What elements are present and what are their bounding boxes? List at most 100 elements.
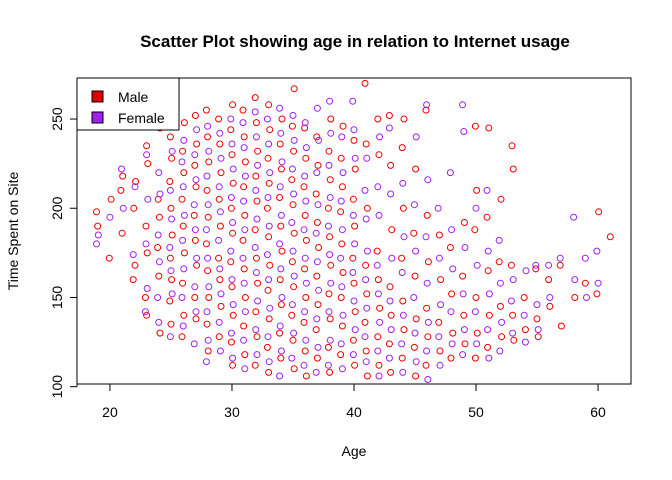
data-point bbox=[229, 229, 237, 237]
data-point bbox=[229, 361, 237, 369]
data-point bbox=[362, 358, 370, 366]
data-point bbox=[446, 244, 454, 251]
data-point bbox=[423, 101, 431, 109]
data-point bbox=[290, 136, 298, 144]
data-point bbox=[301, 347, 309, 355]
data-point bbox=[375, 151, 383, 159]
data-point bbox=[265, 101, 273, 109]
data-point bbox=[498, 318, 506, 326]
data-point bbox=[351, 240, 359, 248]
data-point bbox=[190, 340, 198, 348]
data-point bbox=[351, 154, 359, 162]
data-point bbox=[227, 338, 235, 346]
data-point bbox=[399, 297, 407, 305]
data-point bbox=[411, 272, 419, 280]
data-point bbox=[398, 269, 406, 276]
data-point bbox=[459, 290, 467, 298]
data-point bbox=[373, 247, 381, 255]
data-point bbox=[254, 161, 262, 169]
data-point bbox=[252, 172, 260, 180]
data-point bbox=[423, 304, 431, 312]
data-point bbox=[266, 304, 274, 312]
data-point bbox=[288, 219, 296, 226]
data-point bbox=[338, 283, 346, 291]
data-point bbox=[240, 133, 248, 141]
data-point bbox=[216, 222, 224, 230]
data-point bbox=[483, 186, 491, 194]
data-point bbox=[228, 151, 236, 159]
data-point bbox=[473, 261, 481, 269]
data-point bbox=[228, 276, 236, 284]
data-point bbox=[410, 294, 418, 301]
data-point bbox=[193, 140, 201, 148]
data-point bbox=[301, 119, 309, 127]
data-point bbox=[252, 308, 260, 316]
data-point bbox=[460, 128, 468, 135]
data-point bbox=[302, 372, 310, 380]
data-point bbox=[556, 254, 564, 262]
data-point bbox=[276, 329, 284, 337]
data-point bbox=[363, 154, 371, 162]
data-point bbox=[179, 322, 187, 330]
data-point bbox=[204, 267, 212, 275]
data-point bbox=[509, 276, 517, 284]
data-point bbox=[400, 115, 408, 123]
data-point bbox=[289, 201, 297, 209]
data-point bbox=[156, 190, 164, 198]
data-point bbox=[545, 261, 553, 269]
data-point bbox=[168, 231, 176, 239]
data-point bbox=[326, 336, 334, 344]
data-point bbox=[363, 290, 371, 298]
data-point bbox=[190, 211, 198, 219]
data-point bbox=[276, 276, 284, 284]
data-point bbox=[507, 297, 515, 305]
data-point bbox=[326, 368, 334, 376]
data-point bbox=[349, 211, 357, 219]
data-point bbox=[252, 269, 260, 276]
data-point bbox=[349, 351, 357, 359]
data-point bbox=[434, 204, 442, 212]
data-point bbox=[522, 267, 530, 275]
data-point bbox=[484, 267, 492, 275]
data-point bbox=[412, 165, 420, 173]
data-point bbox=[276, 372, 284, 380]
data-point bbox=[288, 165, 296, 173]
data-point bbox=[118, 165, 125, 173]
y-tick-label: 150 bbox=[49, 286, 65, 310]
data-point bbox=[520, 311, 528, 319]
data-point bbox=[264, 194, 272, 201]
data-point bbox=[264, 333, 272, 341]
data-point bbox=[180, 211, 188, 219]
data-point bbox=[215, 254, 223, 262]
series-female bbox=[93, 97, 602, 383]
data-point bbox=[495, 236, 503, 244]
data-point bbox=[240, 336, 248, 344]
data-point bbox=[385, 124, 393, 132]
data-point bbox=[215, 115, 223, 123]
data-point bbox=[471, 308, 479, 316]
data-point bbox=[266, 261, 274, 269]
data-point bbox=[485, 354, 493, 362]
data-point bbox=[400, 233, 408, 241]
data-point bbox=[349, 269, 357, 276]
data-point bbox=[205, 294, 213, 301]
data-point bbox=[361, 186, 369, 194]
data-point bbox=[277, 301, 285, 309]
data-point bbox=[484, 343, 492, 351]
data-point bbox=[154, 294, 162, 301]
data-point bbox=[252, 254, 260, 262]
data-point bbox=[449, 329, 457, 337]
data-point bbox=[265, 140, 273, 148]
data-point bbox=[191, 294, 199, 301]
data-point bbox=[166, 133, 174, 141]
data-point bbox=[300, 226, 308, 234]
data-point bbox=[265, 368, 273, 376]
data-point bbox=[509, 165, 517, 173]
x-axis: 20 30 40 50 60 bbox=[102, 383, 606, 420]
data-point bbox=[412, 372, 420, 380]
data-point bbox=[484, 326, 492, 334]
data-point bbox=[374, 290, 382, 298]
data-point bbox=[227, 329, 235, 337]
data-point bbox=[239, 106, 247, 114]
data-point bbox=[324, 204, 332, 212]
